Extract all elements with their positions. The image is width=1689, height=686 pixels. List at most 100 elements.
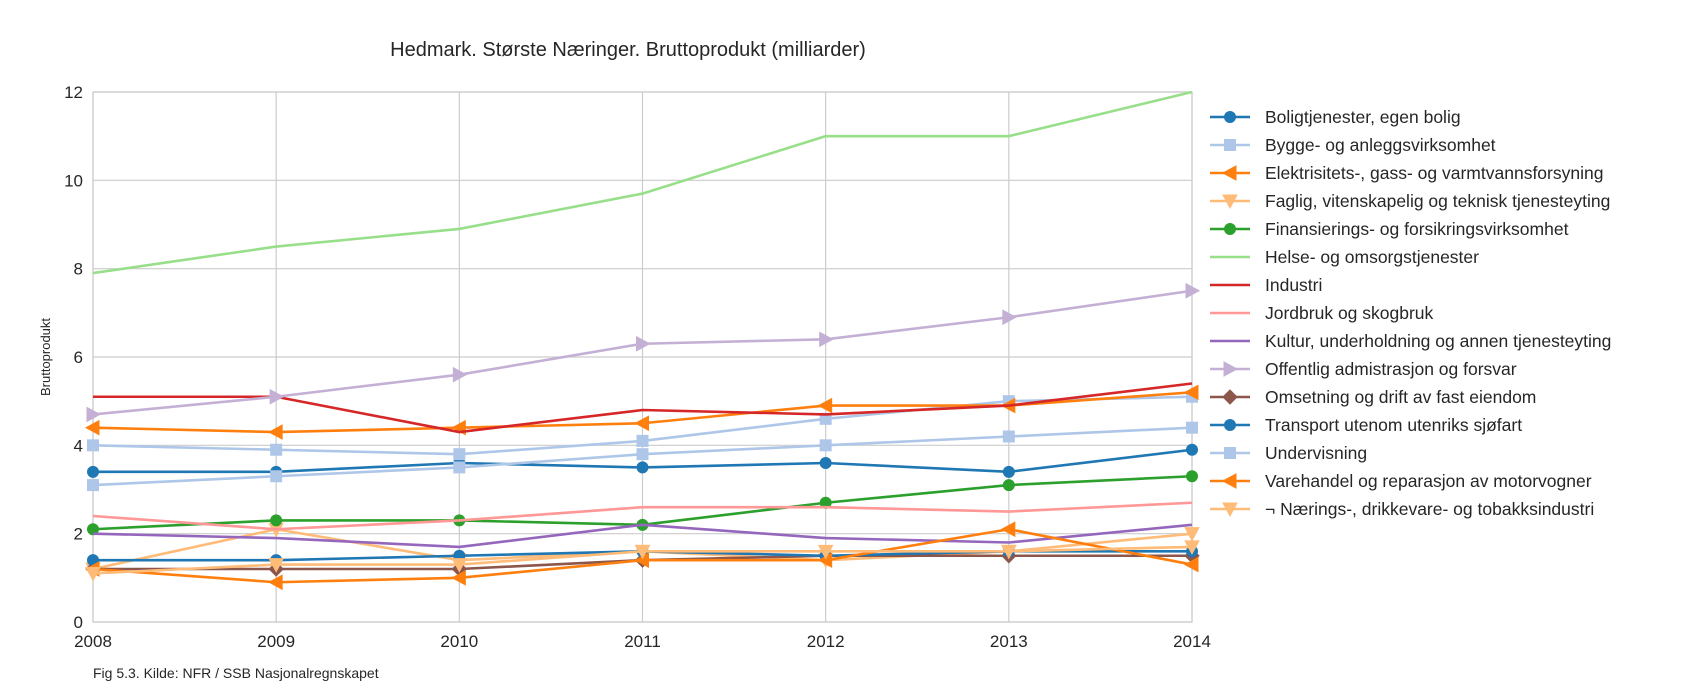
- x-tick-label: 2012: [807, 632, 845, 651]
- data-point: [1224, 111, 1236, 123]
- legend-entry: Elektrisitets-, gass- og varmtvannsforsy…: [1210, 163, 1603, 183]
- legend-label: Elektrisitets-, gass- og varmtvannsforsy…: [1265, 163, 1603, 183]
- legend-entry: ¬ Nærings-, drikkevare- og tobakksindust…: [1210, 499, 1594, 519]
- data-point: [1221, 473, 1237, 489]
- data-point: [453, 461, 466, 474]
- data-point: [84, 419, 100, 436]
- legend-entry: Offentlig admistrasjon og forsvar: [1210, 359, 1517, 379]
- data-point: [1002, 430, 1015, 443]
- data-point: [1224, 419, 1236, 431]
- data-point: [817, 544, 834, 560]
- legend-label: Finansierings- og forsikringsvirksomhet: [1265, 219, 1569, 239]
- data-point: [451, 569, 466, 586]
- legend-label: Jordbruk og skogbruk: [1265, 303, 1434, 323]
- legend-entry: Finansierings- og forsikringsvirksomhet: [1210, 219, 1569, 239]
- y-axis-ticks: 0 2 4 6 8 10 12: [64, 83, 83, 632]
- x-tick-label: 2011: [624, 632, 661, 651]
- data-point: [636, 461, 649, 474]
- data-point: [453, 448, 466, 461]
- data-point: [1183, 556, 1199, 573]
- legend-entry: Transport utenom utenriks sjøfart: [1210, 415, 1522, 435]
- y-tick-label: 6: [74, 348, 83, 367]
- series: [86, 282, 1201, 423]
- legend-label: ¬ Nærings-, drikkevare- og tobakksindust…: [1265, 499, 1594, 519]
- legend-label: Industri: [1265, 275, 1322, 295]
- data-point: [1186, 443, 1198, 456]
- data-point: [634, 544, 651, 560]
- data-point: [85, 566, 101, 582]
- legend-entry: Undervisning: [1210, 443, 1367, 463]
- data-point: [636, 434, 649, 447]
- y-tick-label: 8: [74, 260, 83, 279]
- data-point: [268, 574, 283, 591]
- data-point: [636, 448, 649, 461]
- series: [85, 540, 1200, 582]
- data-point: [1223, 361, 1239, 377]
- legend-label: Bygge- og anleggsvirksomhet: [1265, 135, 1496, 155]
- series: [87, 421, 1198, 492]
- legend-entry: Varehandel og reparasjon av motorvogner: [1210, 471, 1592, 491]
- legend-label: Kultur, underholdning og annen tjenestey…: [1265, 331, 1611, 351]
- y-tick-label: 4: [74, 436, 83, 455]
- legend-label: Undervisning: [1265, 443, 1367, 463]
- data-point: [270, 470, 283, 483]
- series-layer: [84, 90, 1201, 591]
- data-point: [270, 443, 283, 456]
- data-point: [270, 514, 283, 527]
- legend: Boligtjenester, egen bolig Bygge- og anle…: [1210, 107, 1611, 519]
- series: [92, 501, 1193, 531]
- data-point: [87, 479, 99, 492]
- data-point: [1185, 282, 1201, 299]
- data-point: [1222, 502, 1238, 518]
- data-point: [819, 439, 832, 452]
- figure-caption: Fig 5.3. Kilde: NFR / SSB Nasjonalregnsk…: [93, 665, 379, 681]
- data-point: [452, 366, 468, 383]
- data-point: [268, 558, 285, 573]
- legend-entry: Bygge- og anleggsvirksomhet: [1210, 135, 1496, 155]
- data-point: [268, 424, 283, 440]
- data-point: [636, 335, 651, 352]
- legend-entry: Kultur, underholdning og annen tjenestey…: [1210, 331, 1611, 351]
- data-point: [817, 397, 833, 414]
- data-point: [1183, 384, 1199, 401]
- data-point: [1221, 165, 1237, 181]
- data-point: [1000, 521, 1016, 538]
- data-point: [1000, 544, 1017, 560]
- y-tick-label: 2: [74, 525, 83, 544]
- legend-label: Offentlig admistrasjon og forsvar: [1265, 359, 1517, 379]
- legend-label: Varehandel og reparasjon av motorvogner: [1265, 471, 1592, 491]
- legend-entry: Faglig, vitenskapelig og teknisk tjenest…: [1210, 191, 1610, 211]
- data-point: [819, 457, 832, 469]
- y-axis-label: Bruttoprodukt: [38, 318, 53, 396]
- data-point: [1186, 470, 1198, 483]
- series-line: [92, 501, 1193, 531]
- legend-entry: Jordbruk og skogbruk: [1210, 303, 1434, 323]
- legend-label: Boligtjenester, egen bolig: [1265, 107, 1461, 127]
- legend-entry: Industri: [1210, 275, 1322, 295]
- data-point: [1224, 223, 1236, 235]
- data-point: [1222, 194, 1238, 210]
- data-point: [1222, 389, 1238, 405]
- y-tick-label: 12: [64, 83, 83, 102]
- data-point: [634, 415, 649, 432]
- legend-entry: Boligtjenester, egen bolig: [1210, 107, 1461, 127]
- series-line: [92, 523, 1193, 549]
- x-axis-ticks: 2008 2009 2010 2011 2012 2013 2014: [74, 632, 1211, 651]
- data-point: [1002, 465, 1015, 478]
- x-tick-label: 2009: [257, 632, 295, 651]
- y-tick-label: 0: [74, 613, 83, 632]
- y-tick-label: 10: [64, 171, 83, 190]
- data-point: [451, 558, 468, 573]
- x-tick-label: 2013: [990, 632, 1028, 651]
- data-point: [1184, 527, 1200, 542]
- data-point: [87, 439, 99, 452]
- legend-label: Omsetning og drift av fast eiendom: [1265, 387, 1536, 407]
- data-point: [1224, 447, 1236, 459]
- legend-label: Faglig, vitenskapelig og teknisk tjenest…: [1265, 191, 1610, 211]
- series: [87, 390, 1198, 461]
- data-point: [819, 331, 834, 348]
- legend-entry: Helse- og omsorgstjenester: [1210, 247, 1479, 267]
- legend-label: Helse- og omsorgstjenester: [1265, 247, 1479, 267]
- plot-frame: [92, 91, 1193, 623]
